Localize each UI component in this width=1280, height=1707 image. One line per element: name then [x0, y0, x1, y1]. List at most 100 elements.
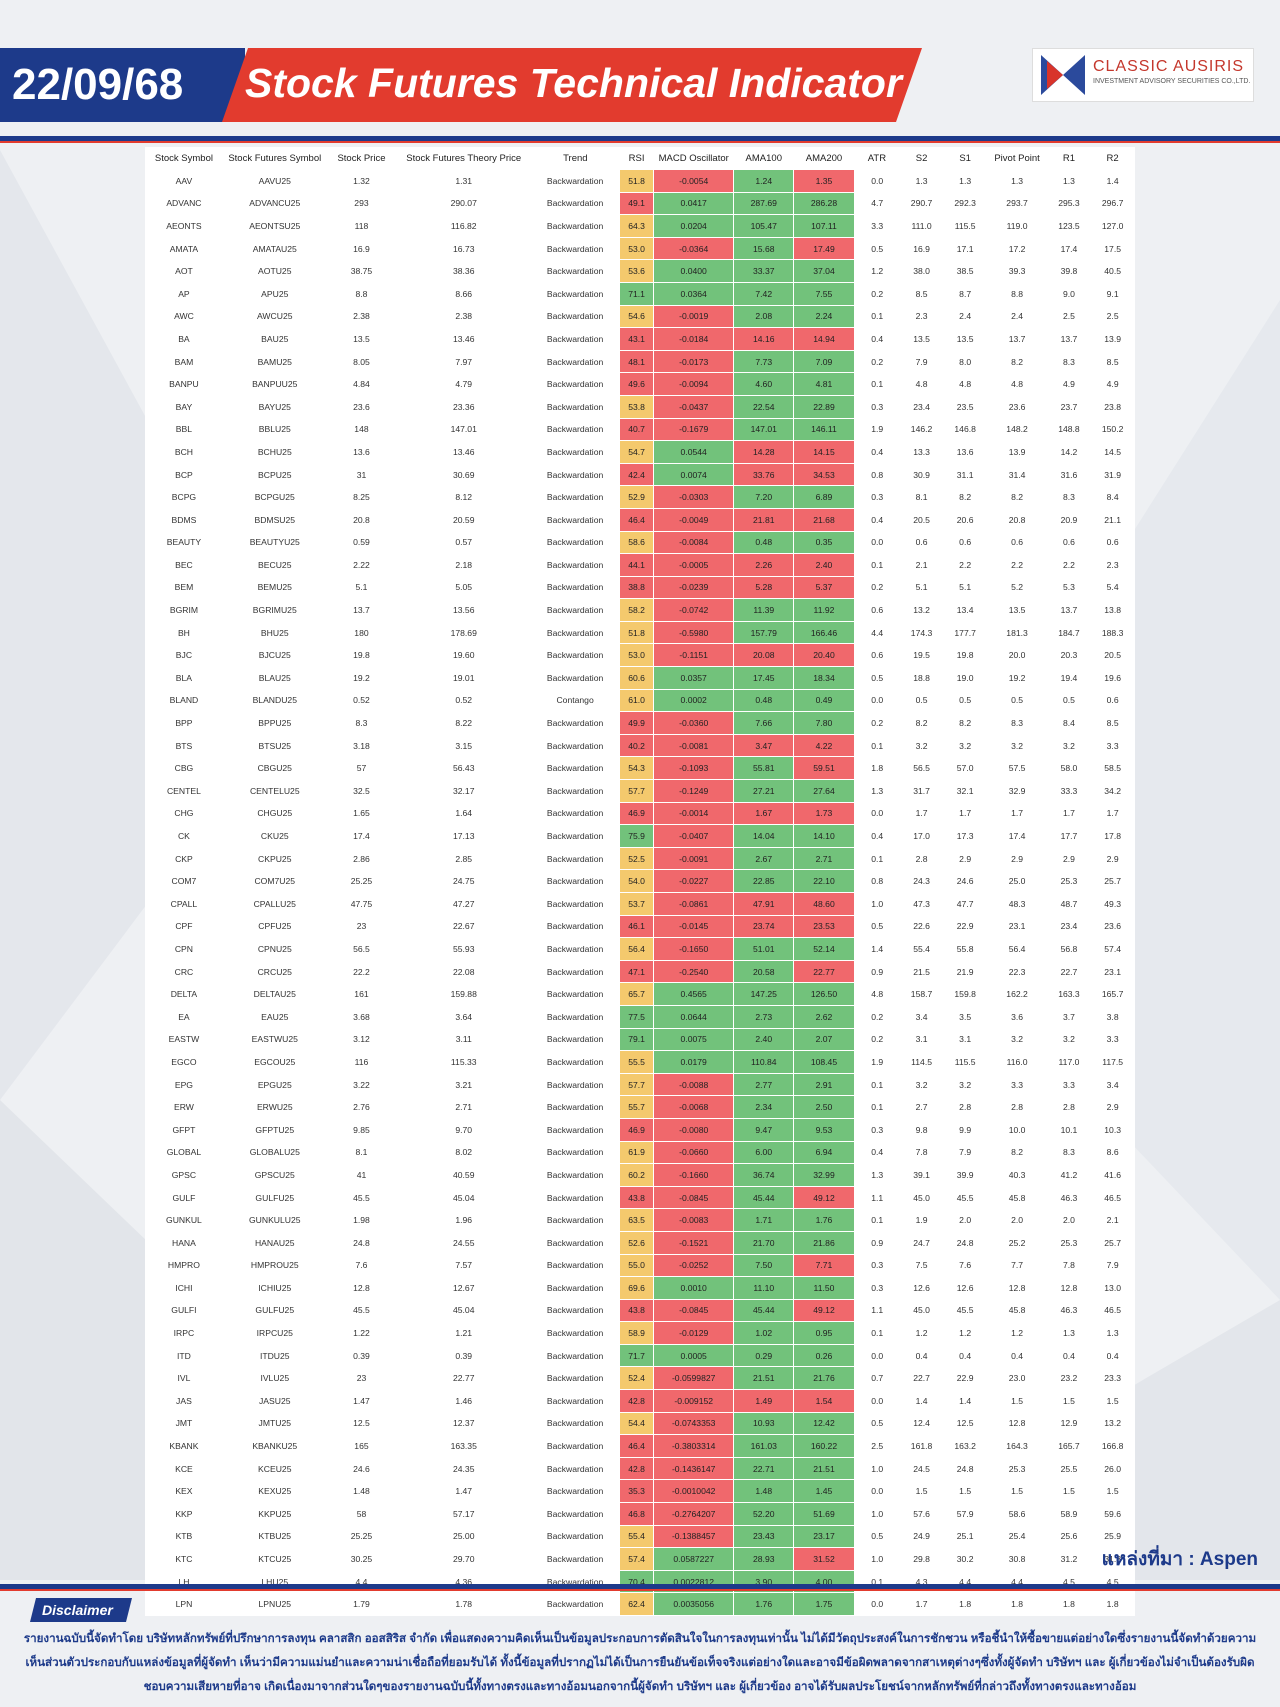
- table-cell: 9.8: [915, 1124, 928, 1135]
- table-row: AWC AWCU25 2.38 2.38 Backwardation 54.6 -0.001…: [145, 304, 1135, 329]
- header: 22/09/68 Stock Futures Technical Indicat…: [0, 48, 1280, 122]
- table-row: BJC BJCU25 19.8 19.60 Backwardation 53.0 -0.11…: [145, 643, 1135, 668]
- table-row: BAM BAMU25 8.05 7.97 Backwardation 48.1 -0.017…: [145, 349, 1135, 374]
- table-cell: 1.5: [1011, 1486, 1024, 1497]
- table-cell: -0.1388457: [653, 1524, 735, 1549]
- table-body: AAV AAVU25 1.32 1.31 Backwardation 51.8 -0.005…: [145, 169, 1135, 1616]
- table-cell: 3.2: [1011, 1034, 1024, 1045]
- table-cell: 17.45: [733, 666, 795, 690]
- table-cell: 13.8: [1104, 605, 1121, 616]
- table-cell: ICHIU25: [258, 1282, 292, 1293]
- table-cell: 2.07: [793, 1027, 855, 1052]
- table-cell: 2.8: [1011, 1102, 1024, 1113]
- table-cell: 2.71: [793, 846, 855, 871]
- table-cell: BGRIM: [169, 605, 199, 616]
- table-cell: 2.7: [915, 1102, 928, 1113]
- table-cell: 163.2: [954, 1441, 976, 1452]
- table-row: JMT JMTU25 12.5 12.37 Backwardation 54.4 -0.07…: [145, 1411, 1135, 1436]
- table-cell: 8.5: [1106, 356, 1119, 367]
- table-cell: -0.0091: [653, 846, 735, 871]
- table-cell: 30.69: [452, 469, 475, 480]
- table-cell: 1.5: [1106, 1395, 1119, 1406]
- table-cell: 1.1: [871, 1192, 884, 1203]
- table-cell: 54.7: [618, 440, 655, 464]
- table-row: AOT AOTU25 38.75 38.36 Backwardation 53.6 0.04…: [145, 259, 1135, 283]
- table-cell: 1.3: [1106, 1328, 1119, 1339]
- table-cell: IRPC: [173, 1328, 195, 1339]
- table-cell: 0.5: [871, 243, 884, 254]
- table-cell: 3.1: [959, 1034, 972, 1045]
- table-cell: 8.5: [1106, 718, 1119, 729]
- table-cell: 295.3: [1058, 198, 1080, 209]
- table-cell: 0.4: [871, 446, 884, 457]
- table-cell: -0.0360: [653, 711, 735, 735]
- table-cell: BLAU25: [258, 672, 291, 683]
- table-cell: 165.7: [1058, 1441, 1080, 1452]
- table-cell: Backwardation: [546, 266, 604, 277]
- table-cell: 4.8: [871, 989, 884, 1000]
- table-row: BCP BCPU25 31 30.69 Backwardation 42.4 0.0074 3…: [145, 462, 1135, 487]
- table-cell: 22.9: [956, 921, 974, 932]
- table-cell: 13.7: [1060, 605, 1078, 616]
- table-cell: 0.95: [793, 1321, 855, 1345]
- table-cell: Backwardation: [546, 785, 604, 796]
- table-cell: 40.7: [618, 417, 655, 442]
- table-cell: 0.9: [871, 1237, 884, 1248]
- table-cell: 3.5: [959, 1011, 972, 1022]
- table-cell: 3.4: [915, 1011, 928, 1022]
- table-cell: 116.82: [450, 220, 477, 231]
- table-cell: 23.7: [1060, 401, 1078, 412]
- table-cell: 23.3: [1104, 1373, 1121, 1384]
- table-cell: 32.1: [956, 785, 974, 796]
- table-cell: 47.1: [618, 959, 655, 984]
- table-cell: 46.9: [618, 1117, 655, 1142]
- table-cell: Backwardation: [546, 220, 604, 231]
- table-cell: 12.8: [1060, 1282, 1078, 1293]
- table-cell: 2.26: [733, 553, 795, 577]
- table-cell: 24.8: [956, 1237, 974, 1248]
- table-cell: Backwardation: [546, 876, 604, 887]
- table-row: BEM BEMU25 5.1 5.05 Backwardation 38.8 -0.0239…: [145, 575, 1135, 600]
- table-cell: 0.52: [353, 695, 370, 706]
- table-cell: EPG: [174, 1079, 193, 1090]
- table-cell: 0.2: [871, 288, 884, 299]
- table-cell: 25.9: [1104, 1531, 1121, 1542]
- table-cell: 13.2: [913, 605, 930, 616]
- table-cell: 21.1: [1104, 514, 1121, 525]
- table-cell: 17.8: [1104, 831, 1121, 842]
- table-cell: 32.99: [793, 1163, 855, 1187]
- table-cell: EASTWU25: [251, 1034, 298, 1045]
- table-row: BLAND BLANDU25 0.52 0.52 Contango 61.0 0.0002 0…: [145, 688, 1135, 713]
- table-cell: 1.21: [455, 1328, 473, 1339]
- table-cell: 46.8: [618, 1502, 655, 1526]
- table-cell: 2.22: [353, 559, 370, 570]
- table-cell: 4.60: [733, 372, 795, 396]
- table-cell: ADVANCU25: [249, 198, 301, 209]
- table-cell: -0.1650: [653, 937, 735, 961]
- table-cell: 3.4: [1106, 1079, 1119, 1090]
- table-cell: 0.0544: [653, 440, 735, 464]
- table-cell: 54.4: [618, 1411, 655, 1436]
- table-cell: 25.6: [1060, 1531, 1078, 1542]
- table-cell: 20.08: [733, 643, 795, 668]
- table-cell: Backwardation: [546, 1192, 604, 1203]
- table-cell: 1.46: [455, 1395, 473, 1406]
- table-cell: KTB: [175, 1531, 193, 1542]
- table-cell: 13.5: [913, 333, 930, 344]
- table-row: BAY BAYU25 23.6 23.36 Backwardation 53.8 -0.04…: [145, 394, 1135, 419]
- table-cell: 53.0: [618, 236, 655, 261]
- table-cell: 24.8: [353, 1237, 370, 1248]
- table-cell: 56.4: [618, 937, 655, 961]
- logo-mark-icon: [1041, 55, 1085, 95]
- table-cell: 33.37: [733, 259, 795, 283]
- table-cell: 23.1: [1008, 921, 1026, 932]
- table-cell: Backwardation: [546, 582, 604, 593]
- table-cell: 1.48: [353, 1486, 370, 1497]
- table-row: GUNKUL GUNKULU25 1.98 1.96 Backwardation 63.5…: [145, 1208, 1135, 1232]
- table-cell: CENTEL: [166, 785, 201, 796]
- table-cell: AAVU25: [258, 175, 291, 186]
- table-cell: 57.6: [913, 1508, 930, 1519]
- table-cell: 55.0: [618, 1253, 655, 1278]
- table-header-row: Stock Symbol Stock Futures Symbol Stock Pr…: [145, 147, 1135, 170]
- table-cell: 56.5: [353, 943, 370, 954]
